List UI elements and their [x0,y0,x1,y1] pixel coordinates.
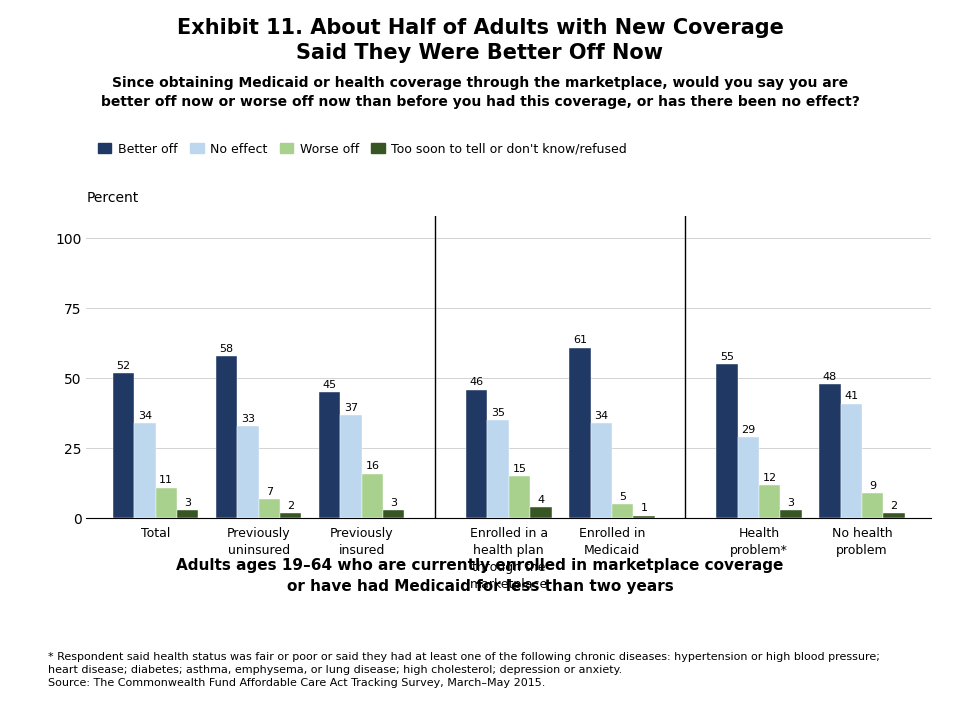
Text: 7: 7 [266,487,273,497]
Bar [319,392,341,518]
Bar [737,437,759,518]
Text: 4: 4 [538,495,544,505]
Bar [634,516,655,518]
Bar [280,513,301,518]
Text: 3: 3 [787,498,795,508]
Text: Since obtaining Medicaid or health coverage through the marketplace, would you s: Since obtaining Medicaid or health cover… [101,76,859,109]
Text: 46: 46 [469,377,484,387]
Text: 2: 2 [287,500,295,510]
Text: 41: 41 [844,392,858,401]
Text: Exhibit 11. About Half of Adults with New Coverage
Said They Were Better Off Now: Exhibit 11. About Half of Adults with Ne… [177,18,783,63]
Text: Percent: Percent [86,192,138,205]
Text: 9: 9 [869,481,876,491]
Bar [216,356,237,518]
Text: 58: 58 [220,343,233,354]
Legend: Better off, No effect, Worse off, Too soon to tell or don't know/refused: Better off, No effect, Worse off, Too so… [93,138,632,161]
Text: 37: 37 [344,402,358,413]
Bar [383,510,404,518]
Bar [862,493,883,518]
Bar [177,510,199,518]
Bar [466,390,488,518]
Text: 33: 33 [241,414,255,424]
Text: 35: 35 [492,408,505,418]
Bar [590,423,612,518]
Text: 12: 12 [762,472,777,482]
Bar [759,485,780,518]
Text: 34: 34 [594,411,609,421]
Bar [237,426,258,518]
Text: 29: 29 [741,425,756,435]
Text: 61: 61 [573,336,587,346]
Text: 1: 1 [640,503,647,513]
Bar [530,507,552,518]
Bar [156,487,177,518]
Bar [488,420,509,518]
Text: 34: 34 [138,411,152,421]
Text: 11: 11 [159,475,173,485]
Bar [258,499,280,518]
Text: 45: 45 [323,380,337,390]
Bar [716,364,737,518]
Bar [569,348,590,518]
Text: Adults ages 19–64 who are currently enrolled in marketplace coverage
or have had: Adults ages 19–64 who are currently enro… [177,558,783,594]
Bar [841,404,862,518]
Text: 3: 3 [391,498,397,508]
Text: 5: 5 [619,492,626,502]
Bar [780,510,802,518]
Text: * Respondent said health status was fair or poor or said they had at least one o: * Respondent said health status was fair… [48,652,880,688]
Bar [341,415,362,518]
Text: 52: 52 [116,361,131,371]
Bar [112,373,134,518]
Text: 48: 48 [823,372,837,382]
Bar [883,513,905,518]
Bar [509,477,530,518]
Text: 2: 2 [891,500,898,510]
Bar [612,505,634,518]
Text: 55: 55 [720,352,733,362]
Bar [134,423,156,518]
Text: 15: 15 [513,464,526,474]
Text: 3: 3 [184,498,191,508]
Bar [819,384,841,518]
Bar [362,474,383,518]
Text: 16: 16 [366,462,379,472]
